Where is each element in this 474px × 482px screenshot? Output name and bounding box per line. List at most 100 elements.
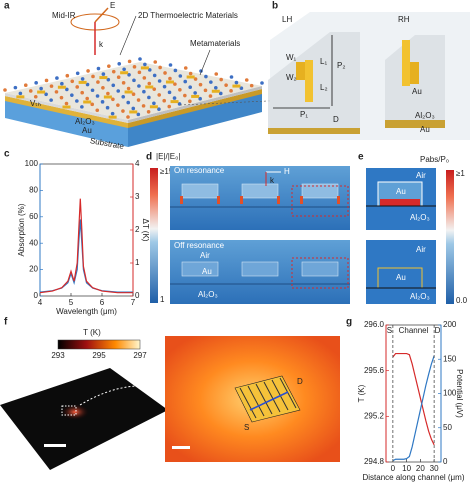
y2-tick-label: 100 [443, 389, 457, 398]
au-bar [301, 261, 339, 277]
atom [136, 98, 141, 102]
atom [209, 80, 213, 84]
electrodes [239, 377, 297, 419]
atom [168, 76, 172, 81]
y2-tick-label: 0 [135, 291, 140, 300]
atom [260, 81, 264, 85]
x-tick-label: 30 [430, 464, 439, 473]
panel-f: f T (K) 293 295 297 D S [0, 317, 340, 470]
label: L₂ [320, 83, 328, 92]
atom [193, 91, 197, 95]
colorbar [446, 170, 454, 304]
label: Au [396, 273, 406, 282]
hot-spot [61, 404, 89, 420]
atom [126, 115, 130, 119]
atom [136, 112, 141, 117]
atom [28, 89, 33, 93]
finger [279, 377, 297, 409]
atom [60, 81, 64, 86]
rh-bar [402, 40, 410, 86]
y2-tick-label: 2 [135, 225, 140, 234]
atom [188, 71, 193, 76]
meta-bar [83, 100, 92, 104]
label: W₂ [286, 73, 297, 82]
colorbar-label: T (K) [83, 328, 101, 337]
meta-bar [37, 90, 46, 94]
atom [65, 87, 69, 92]
label: Al₂O₃ [410, 213, 430, 222]
meta-bar [211, 89, 220, 93]
label: k [270, 176, 275, 185]
atom [59, 95, 64, 100]
atom [168, 63, 173, 67]
label: W₁ [286, 53, 297, 62]
au-bar [181, 261, 219, 277]
label: E [110, 1, 115, 10]
au-layer-side [128, 89, 262, 128]
label: k [99, 40, 104, 49]
x-tick-label: 10 [402, 464, 411, 473]
atom [116, 103, 120, 107]
colorbar-tick: 297 [133, 351, 147, 360]
atom [132, 78, 136, 83]
x-tick-label: 20 [416, 464, 425, 473]
atom [131, 92, 136, 97]
atom [80, 90, 84, 95]
atom [80, 77, 85, 81]
atom [3, 88, 7, 92]
al2o3-layer-side [128, 86, 262, 123]
atom [91, 74, 95, 79]
atom [44, 92, 48, 97]
y-tick-label: 295.2 [364, 411, 385, 420]
meta-bar [149, 105, 158, 109]
panel-a: a Mid-IR E k 2D Thermoelectric Materials… [3, 1, 291, 151]
atom [142, 76, 147, 80]
lh-au [268, 128, 360, 134]
atom [116, 89, 121, 93]
x-tick-label: 5 [69, 298, 74, 307]
atom [95, 108, 100, 113]
atom [229, 75, 234, 79]
atom [70, 79, 75, 84]
zoom-box [291, 257, 349, 289]
y2-tick-label: 0 [443, 457, 448, 466]
atom [147, 95, 151, 100]
atom [143, 62, 147, 67]
atom [188, 99, 192, 104]
atom [234, 80, 239, 85]
finger [247, 385, 265, 417]
y-tick-label: 40 [29, 238, 38, 247]
atom [188, 85, 192, 90]
zoom-box [61, 405, 77, 416]
atom [147, 81, 152, 86]
atom [173, 68, 178, 73]
panel-b: b LH W₁ W₂ L₁ L₂ P₂ P₁ D RH Au Al₂O₃ Au [268, 1, 470, 140]
label: Au [396, 187, 406, 196]
pointer [199, 49, 211, 76]
colorbar-tick: 295 [92, 351, 106, 360]
y-axis-label: Absorption (%) [17, 203, 26, 256]
label: P₂ [337, 61, 345, 70]
meta-bar [170, 100, 179, 104]
atom [111, 69, 116, 74]
y2-tick-label: 200 [443, 320, 457, 329]
atom [75, 71, 80, 76]
atom [137, 84, 141, 88]
y2-axis-label: ΔT (K) [141, 219, 150, 242]
y2-tick-label: 1 [135, 258, 140, 267]
atom [198, 96, 202, 101]
x-axis-label: Wavelength (μm) [56, 307, 117, 316]
rh-bar-small [410, 62, 419, 84]
atom [146, 109, 151, 114]
atom [86, 69, 90, 73]
y-tick-label: 0 [34, 291, 39, 300]
atom [49, 98, 53, 102]
atom [127, 59, 132, 64]
atom [152, 73, 157, 78]
atom [18, 91, 23, 96]
meta-bar [145, 85, 154, 89]
meta-bar [103, 95, 112, 99]
colorbar-label: |E|/|E₀| [156, 152, 181, 161]
atom [90, 88, 95, 93]
panel-letter: c [4, 149, 10, 160]
